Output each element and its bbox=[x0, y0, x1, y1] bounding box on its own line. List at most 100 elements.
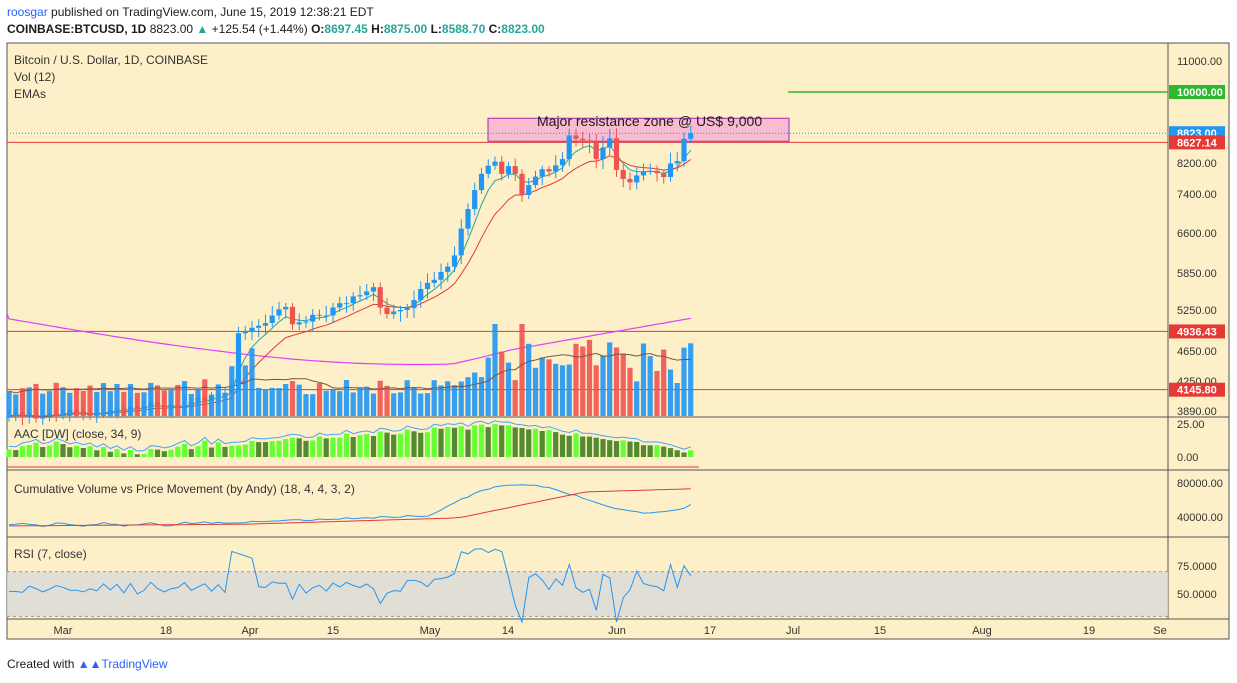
candle bbox=[154, 402, 161, 406]
cvpm-tick-label: 40000.00 bbox=[1177, 512, 1223, 524]
ohlc-bar: COINBASE:BTCUSD, 1D 8823.00 ▲ +125.54 (+… bbox=[7, 22, 545, 36]
time-tick-label: 14 bbox=[502, 625, 514, 637]
candle bbox=[499, 161, 505, 174]
aac-bar bbox=[94, 450, 100, 457]
candle bbox=[647, 170, 653, 172]
publish-info: roosgar published on TradingView.com, Ju… bbox=[7, 5, 374, 19]
candle bbox=[445, 266, 451, 272]
volume-bar bbox=[337, 391, 343, 416]
aac-bar bbox=[249, 440, 255, 457]
volume-bar bbox=[276, 388, 282, 416]
volume-bar bbox=[620, 353, 626, 416]
volume-bar bbox=[283, 384, 289, 416]
candle bbox=[343, 303, 350, 305]
candle bbox=[627, 178, 633, 183]
aac-bar bbox=[26, 445, 32, 457]
main-pane bbox=[6, 91, 1168, 426]
candle bbox=[431, 279, 437, 283]
rsi-tick-label: 50.0000 bbox=[1177, 589, 1217, 601]
rsi-line bbox=[8, 548, 692, 624]
target-price-tag: 10000.00 bbox=[1177, 87, 1223, 99]
candle bbox=[438, 271, 444, 280]
candle bbox=[289, 306, 296, 325]
candle bbox=[553, 165, 559, 172]
aac-pane bbox=[6, 420, 699, 468]
volume-bar bbox=[600, 355, 606, 416]
aac-bar bbox=[586, 436, 593, 457]
volume-bar bbox=[391, 393, 397, 416]
aac-bar bbox=[296, 438, 302, 457]
aac-bar bbox=[384, 432, 390, 457]
time-axis[interactable] bbox=[6, 618, 1230, 640]
aac-bar bbox=[141, 453, 147, 457]
vol-legend: Vol (12) bbox=[14, 70, 55, 84]
volume-bar bbox=[526, 343, 532, 416]
candle bbox=[222, 392, 228, 395]
candle bbox=[566, 135, 572, 160]
candle bbox=[688, 133, 694, 139]
price-tick-label: 7400.00 bbox=[1177, 189, 1217, 201]
aac-bar bbox=[593, 437, 599, 457]
volume-bar bbox=[256, 387, 262, 416]
aac-bar bbox=[499, 425, 505, 457]
long-ma-line bbox=[6, 313, 691, 366]
aac-bar bbox=[175, 446, 181, 457]
rsi-pane bbox=[7, 548, 1168, 624]
close-label: C: bbox=[488, 22, 502, 36]
candle bbox=[276, 309, 282, 316]
brand-link[interactable]: TradingView bbox=[101, 657, 168, 671]
aac-bar bbox=[546, 430, 552, 457]
volume-bar bbox=[384, 385, 390, 416]
aac-bar bbox=[276, 440, 282, 457]
volume-bar bbox=[681, 347, 687, 416]
level-price-tag-bg bbox=[1169, 382, 1225, 397]
aac-bar bbox=[87, 446, 93, 457]
volume-bar bbox=[472, 372, 478, 416]
price-tick-label: 6600.00 bbox=[1177, 228, 1217, 240]
candle bbox=[148, 402, 154, 406]
aac-bar bbox=[634, 442, 640, 457]
author-link[interactable]: roosgar bbox=[7, 5, 48, 19]
time-tick-label: 17 bbox=[704, 625, 716, 637]
close-value: 8823.00 bbox=[501, 22, 545, 36]
aac-bar bbox=[404, 429, 410, 457]
candle bbox=[559, 159, 566, 166]
candle bbox=[127, 406, 134, 410]
aac-bar bbox=[262, 442, 269, 457]
aac-bar bbox=[465, 429, 471, 457]
aac-bar bbox=[472, 425, 478, 457]
time-tick-label: Jul bbox=[786, 625, 800, 637]
candle bbox=[26, 414, 32, 418]
aac-bar bbox=[208, 447, 215, 457]
price-tick-label: 3890.00 bbox=[1177, 406, 1217, 418]
aac-bar bbox=[235, 445, 242, 457]
level-price-tag: 8627.14 bbox=[1177, 137, 1218, 149]
candle bbox=[121, 408, 127, 410]
candle bbox=[13, 412, 19, 416]
volume-bar bbox=[19, 388, 26, 416]
price-tick-label: 5250.00 bbox=[1177, 305, 1217, 317]
candle bbox=[46, 413, 53, 417]
volume-bar bbox=[451, 385, 458, 416]
candle bbox=[73, 410, 80, 412]
low-value: 8588.70 bbox=[441, 22, 486, 36]
aac-bar bbox=[559, 434, 566, 457]
candle bbox=[330, 307, 336, 316]
rsi-band bbox=[7, 571, 1168, 617]
volume-bar bbox=[499, 351, 505, 416]
candle bbox=[593, 141, 599, 160]
candle bbox=[384, 307, 390, 315]
candle bbox=[208, 396, 215, 401]
candle bbox=[505, 166, 512, 174]
volume-bar bbox=[296, 384, 302, 416]
cvpm-pane bbox=[8, 484, 692, 528]
volume-bar bbox=[364, 386, 370, 416]
candle bbox=[667, 163, 674, 177]
candle bbox=[674, 161, 680, 164]
level-price-tag: 4936.43 bbox=[1177, 326, 1217, 338]
volume-bar bbox=[357, 387, 363, 416]
aac-bar bbox=[256, 442, 262, 457]
aac-bar bbox=[33, 442, 39, 457]
candle bbox=[283, 306, 289, 310]
